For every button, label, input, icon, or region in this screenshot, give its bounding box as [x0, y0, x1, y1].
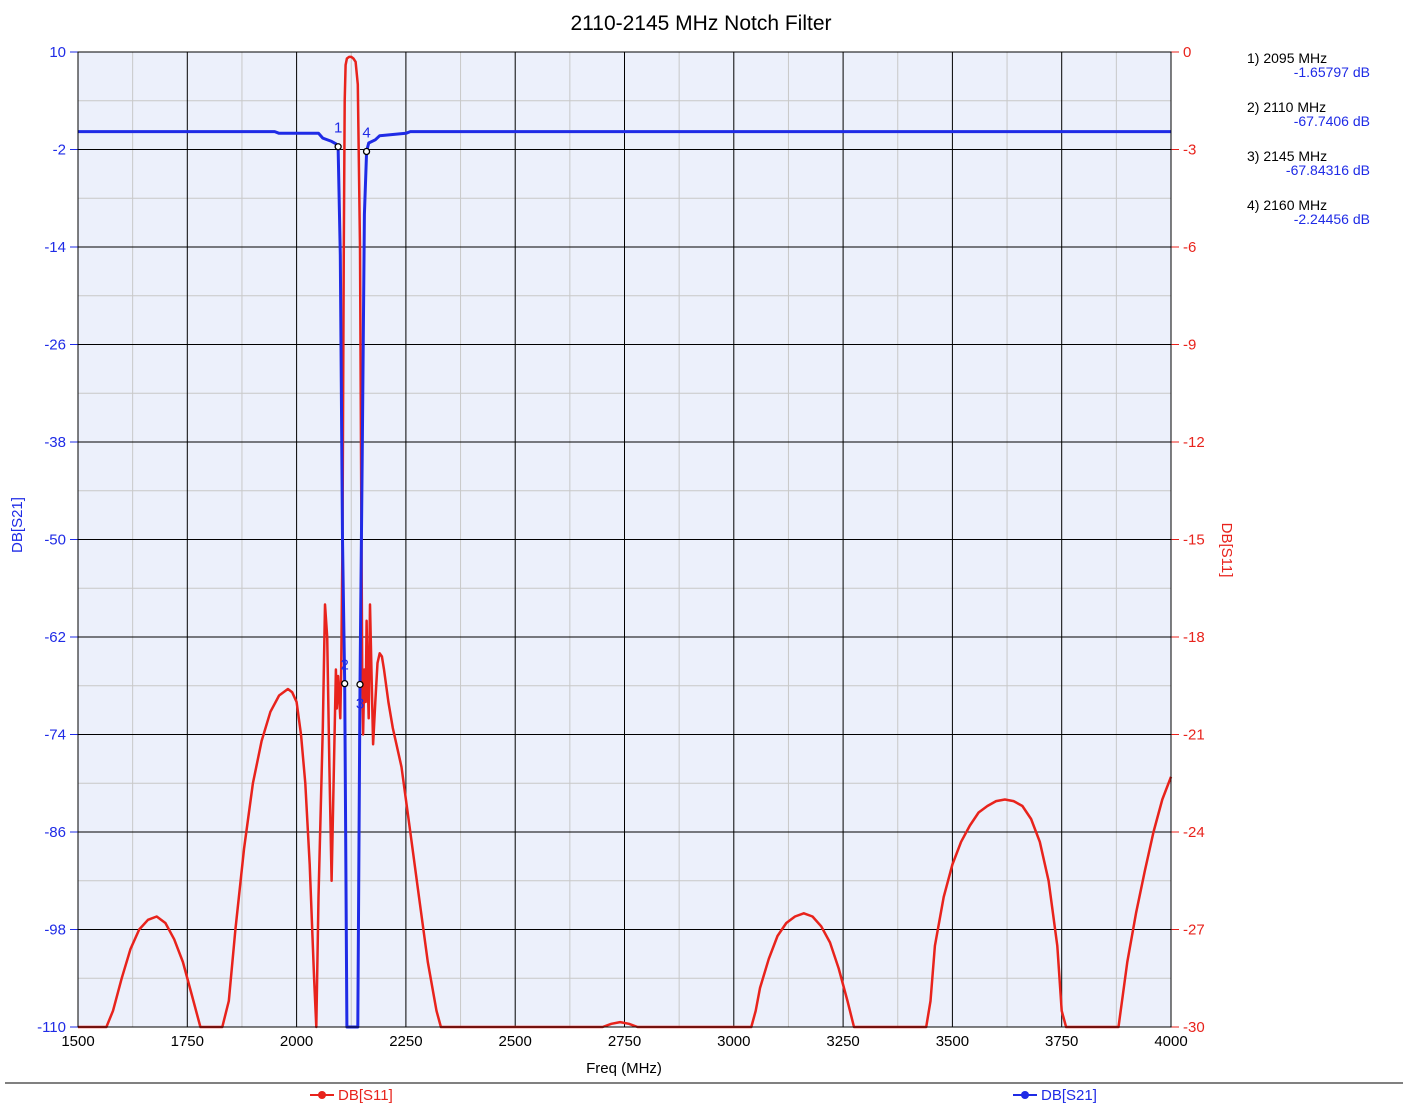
- y-right-tick-label: -12: [1183, 434, 1205, 451]
- marker-readout-freq: 3) 2145 MHz: [1247, 148, 1327, 164]
- legend-swatch-dot: [1021, 1091, 1029, 1099]
- x-tick-label: 1750: [171, 1033, 204, 1050]
- plot-border: [77, 51, 1172, 1028]
- y-right-tick-label: -21: [1183, 727, 1205, 744]
- x-axis-label: Freq (MHz): [586, 1060, 662, 1077]
- marker-id-label: 4: [362, 124, 370, 141]
- x-tick-label: 3500: [936, 1033, 969, 1050]
- legend-label: DB[S21]: [1041, 1087, 1097, 1104]
- x-tick-label: 2000: [280, 1033, 313, 1050]
- y-left-tick-label: -74: [44, 727, 66, 744]
- y-axis-right-ticks: 0 -3 -6 -9 -12 -15 -18 -21 -24 -27 -30: [1171, 44, 1205, 1036]
- x-tick-label: 4000: [1154, 1033, 1187, 1050]
- x-tick-label: 3000: [717, 1033, 750, 1050]
- marker-readout-freq: 2) 2110 MHz: [1247, 99, 1326, 115]
- marker-id-label: 1: [334, 120, 342, 137]
- marker-point: [334, 143, 342, 151]
- x-tick-label: 3250: [826, 1033, 859, 1050]
- x-axis-ticks: 1500 1750 2000 2250 2500 2750 3000 3250 3500 3750…: [61, 1033, 1187, 1050]
- marker-readout-value: -2.24456 dB: [1294, 211, 1370, 227]
- x-tick-label: 2500: [499, 1033, 532, 1050]
- y-left-tick-label: -14: [44, 239, 66, 256]
- legend-swatch-dot: [318, 1091, 326, 1099]
- legend: DB[S11] DB[S21]: [310, 1087, 1097, 1104]
- marker-readouts: 1) 2095 MHz-1.65797 dB 2) 2110 MHz-67.740…: [1247, 50, 1370, 227]
- series-line-s11: [78, 55, 1173, 1029]
- y-left-tick-label: -62: [44, 629, 66, 646]
- marker-readout-value: -67.84316 dB: [1286, 162, 1370, 178]
- y-right-tick-label: -15: [1183, 532, 1205, 549]
- y-axis-right-label: DB[S11]: [1218, 523, 1235, 578]
- grid-major: [78, 52, 1171, 1027]
- marker-readout-freq: 4) 2160 MHz: [1247, 197, 1327, 213]
- y-right-tick-label: -24: [1183, 824, 1205, 841]
- marker-readout-freq: 1) 2095 MHz: [1247, 50, 1327, 66]
- y-left-tick-label: -110: [37, 1019, 66, 1036]
- marker-point: [341, 679, 349, 688]
- y-right-tick-label: -6: [1183, 239, 1196, 256]
- x-tick-label: 2750: [608, 1033, 641, 1050]
- marker-point: [356, 680, 364, 689]
- marker-readout-value: -67.7406 dB: [1294, 113, 1370, 129]
- y-left-tick-label: -50: [44, 532, 66, 549]
- legend-label: DB[S11]: [338, 1087, 393, 1104]
- y-left-tick-label: -26: [44, 337, 66, 354]
- marker-id-label: 2: [341, 657, 349, 674]
- y-left-tick-label: 10: [49, 44, 66, 61]
- y-left-tick-label: -86: [44, 824, 66, 841]
- x-tick-label: 2250: [389, 1033, 422, 1050]
- marker-point: [362, 147, 371, 156]
- y-left-tick-label: -38: [44, 434, 66, 451]
- x-tick-label: 1500: [61, 1033, 94, 1050]
- y-right-tick-label: -9: [1183, 337, 1196, 354]
- y-left-tick-label: -2: [53, 142, 66, 159]
- y-left-tick-label: -98: [44, 922, 66, 939]
- y-axis-left-ticks: 10 -2 -14 -26 -38 -50 -62 -74 -86 -98 -110: [37, 44, 78, 1036]
- y-right-tick-label: -18: [1183, 629, 1205, 646]
- y-axis-left-label: DB[S21]: [9, 497, 26, 553]
- series-s11: [78, 55, 1173, 1029]
- y-right-tick-label: -3: [1183, 142, 1196, 159]
- marker-id-label: 3: [356, 695, 364, 712]
- markers: 1 2 3 4: [334, 120, 371, 713]
- marker-readout-value: -1.65797 dB: [1294, 64, 1370, 80]
- y-right-tick-label: -30: [1183, 1019, 1205, 1036]
- y-right-tick-label: 0: [1183, 44, 1191, 61]
- y-right-tick-label: -27: [1183, 922, 1205, 939]
- chart-title: 2110-2145 MHz Notch Filter: [570, 12, 831, 35]
- x-tick-label: 3750: [1045, 1033, 1078, 1050]
